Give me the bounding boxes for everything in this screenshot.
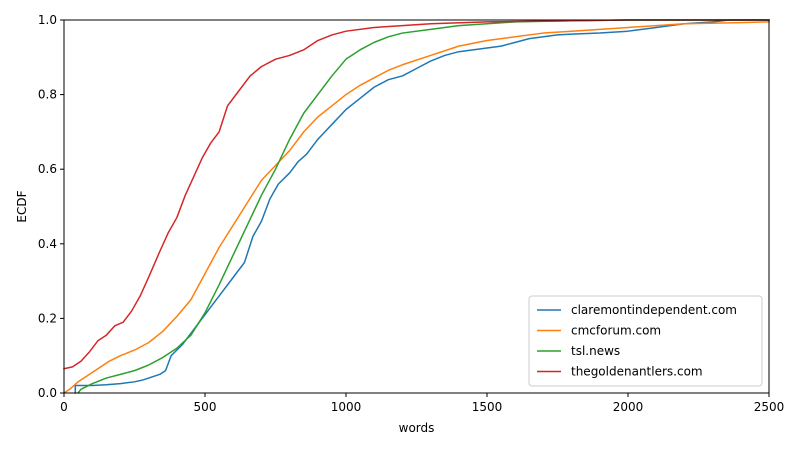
x-axis-label: words bbox=[399, 421, 435, 435]
x-tick-label: 0 bbox=[60, 400, 68, 414]
y-tick-label: 0.0 bbox=[38, 386, 57, 400]
y-tick-label: 0.2 bbox=[38, 311, 57, 325]
series-line-1 bbox=[62, 21, 770, 395]
series-line-0 bbox=[74, 19, 770, 394]
legend-box bbox=[528, 295, 763, 387]
y-tick-label: 0.4 bbox=[38, 237, 57, 251]
legend-label-2: tsl.news bbox=[571, 344, 620, 358]
x-tick-label: 2000 bbox=[613, 400, 644, 414]
legend-label-3: thegoldenantlers.com bbox=[571, 365, 703, 379]
y-tick-label: 0.8 bbox=[38, 88, 57, 102]
lines-layer bbox=[62, 19, 770, 395]
series-line-3 bbox=[63, 19, 770, 370]
x-tick-label: 1500 bbox=[472, 400, 503, 414]
y-axis: 0.0 0.2 0.4 0.6 0.8 1.0 bbox=[38, 13, 64, 400]
x-tick-label: 1000 bbox=[331, 400, 362, 414]
legend-label-0: claremontindependent.com bbox=[571, 303, 737, 317]
y-tick-label: 1.0 bbox=[38, 13, 57, 27]
x-tick-label: 2500 bbox=[754, 400, 785, 414]
x-tick-label: 500 bbox=[194, 400, 217, 414]
y-axis-label: ECDF bbox=[15, 190, 29, 222]
plot-frame bbox=[63, 19, 770, 394]
y-tick-label: 0.6 bbox=[38, 162, 57, 176]
x-axis: 0 500 1000 1500 2000 2500 bbox=[60, 393, 784, 414]
legend-label-1: cmcforum.com bbox=[571, 324, 661, 338]
legend: claremontindependent.com cmcforum.com tsl.… bbox=[528, 295, 763, 387]
series-line-2 bbox=[77, 19, 770, 395]
